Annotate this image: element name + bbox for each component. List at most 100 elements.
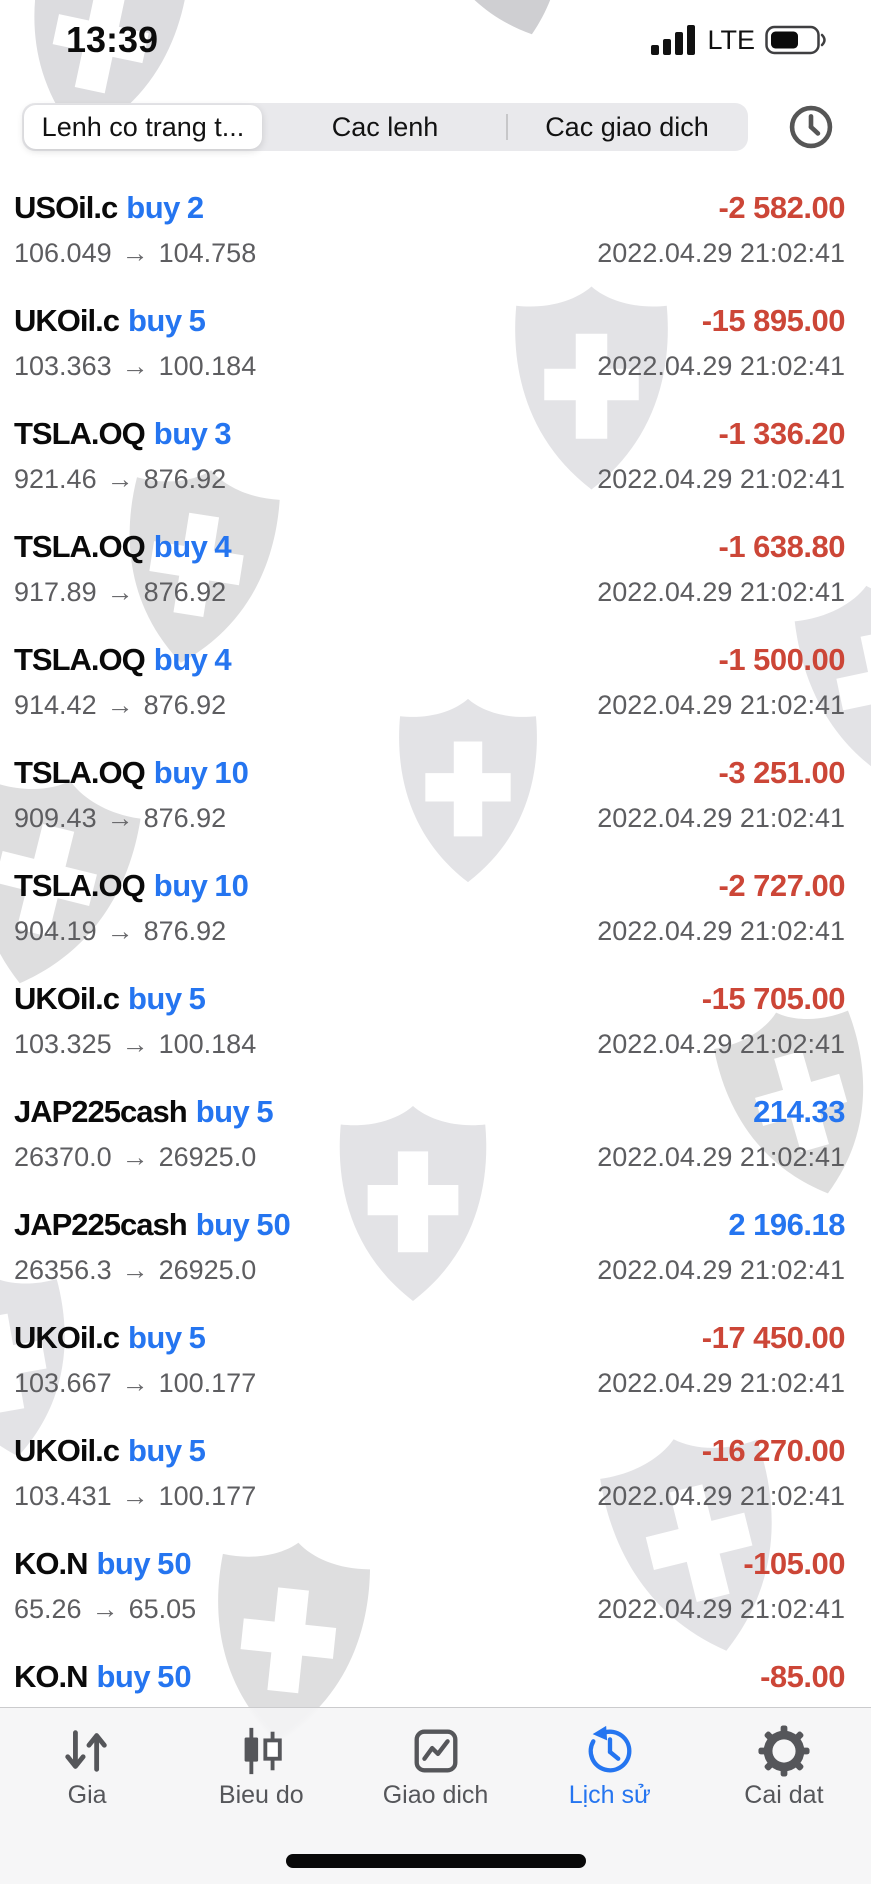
open-price: 26370.0 (14, 1142, 112, 1172)
nav-item-gia[interactable]: Gia (0, 1724, 174, 1884)
close-price: 876.92 (143, 690, 227, 720)
trade-profit-loss: 2 196.18 (728, 1207, 845, 1242)
tab-segment-cac-lenh[interactable]: Cac lenh (264, 103, 506, 151)
trade-timestamp: 2022.04.29 21:02:41 (597, 1368, 845, 1398)
trade-profit-loss: -17 450.00 (701, 1320, 846, 1355)
trade-side: buy (96, 1659, 151, 1694)
open-price: 65.26 (14, 1594, 82, 1624)
nav-item-bieu-do[interactable]: Bieu do (174, 1724, 348, 1884)
trade-row[interactable]: USOil.c buy 2 -2 582.00 106.049 → 104.75… (0, 170, 871, 283)
tab-segment-cac-giao-dich[interactable]: Cac giao dich (506, 103, 748, 151)
arrow-right-icon: → (121, 1142, 149, 1172)
signal-bars-icon (651, 25, 696, 55)
trade-profit-loss: -85.00 (760, 1659, 845, 1694)
trade-volume: 5 (188, 1320, 206, 1355)
open-price: 106.049 (14, 238, 112, 268)
arrow-right-icon: → (121, 351, 149, 381)
trade-volume: 50 (157, 1659, 192, 1694)
trade-row[interactable]: TSLA.OQ buy 10 -2 727.00 904.19 → 876.92… (0, 848, 871, 961)
trade-side: buy (127, 1433, 182, 1468)
trade-timestamp: 2022.04.29 21:02:41 (597, 1142, 845, 1172)
trade-row[interactable]: JAP225cash buy 5 214.33 26370.0 → 26925.… (0, 1074, 871, 1187)
open-price: 103.363 (14, 351, 112, 381)
tab-segment-label: Cac lenh (331, 111, 439, 142)
battery-icon (765, 25, 826, 55)
trade-volume: 5 (188, 303, 206, 338)
close-price: 100.184 (158, 351, 257, 381)
open-price: 103.325 (14, 1029, 112, 1059)
trade-price-range: 106.049 → 104.758 (14, 238, 256, 268)
trade-profit-loss: -2 582.00 (718, 190, 846, 225)
trade-side: buy (127, 303, 182, 338)
arrow-right-icon: → (106, 803, 134, 833)
nav-item-label: Bieu do (218, 1781, 304, 1809)
close-price: 26925.0 (158, 1255, 257, 1285)
arrow-right-icon: → (106, 577, 134, 607)
trade-volume: 5 (188, 1433, 206, 1468)
status-bar: 13:39 LTE (0, 0, 871, 64)
trade-profit-loss: -16 270.00 (701, 1433, 846, 1468)
trade-row[interactable]: UKOil.c buy 5 -15 895.00 103.363 → 100.1… (0, 283, 871, 396)
nav-item-icon (60, 1724, 114, 1778)
trade-price-range: 103.667 → 100.177 (14, 1368, 256, 1398)
close-price: 26925.0 (158, 1142, 257, 1172)
trade-row[interactable]: TSLA.OQ buy 4 -1 638.80 917.89 → 876.92 … (0, 509, 871, 622)
trade-row[interactable]: JAP225cash buy 50 2 196.18 26356.3 → 269… (0, 1187, 871, 1300)
trade-row[interactable]: KO.N buy 50 -85.00 → (0, 1639, 871, 1752)
trade-row[interactable]: TSLA.OQ buy 4 -1 500.00 914.42 → 876.92 … (0, 622, 871, 735)
nav-item-label: Lịch sử (568, 1781, 651, 1809)
trade-volume: 10 (214, 868, 249, 903)
arrow-right-icon: → (121, 1255, 149, 1285)
trade-side: buy (153, 529, 208, 564)
trade-side: buy (153, 642, 208, 677)
arrow-right-icon: → (121, 238, 149, 268)
open-price: 921.46 (14, 464, 97, 494)
nav-item-icon (757, 1724, 811, 1778)
trade-side: buy (195, 1094, 250, 1129)
clock-icon (787, 103, 835, 151)
trade-profit-loss: -15 705.00 (701, 981, 846, 1016)
trade-row[interactable]: UKOil.c buy 5 -16 270.00 103.431 → 100.1… (0, 1413, 871, 1526)
trade-symbol: UKOil.c (14, 1320, 120, 1355)
trade-row[interactable]: TSLA.OQ buy 10 -3 251.00 909.43 → 876.92… (0, 735, 871, 848)
close-price: 100.177 (158, 1368, 257, 1398)
trade-volume: 4 (214, 529, 232, 564)
status-time: 13:39 (66, 19, 159, 60)
trade-symbol: TSLA.OQ (14, 642, 146, 677)
close-price: 876.92 (143, 464, 227, 494)
nav-item-lich-su[interactable]: Lịch sử (523, 1724, 697, 1884)
trade-row[interactable]: TSLA.OQ buy 3 -1 336.20 921.46 → 876.92 … (0, 396, 871, 509)
close-price: 876.92 (143, 577, 227, 607)
open-price: 909.43 (14, 803, 97, 833)
home-indicator[interactable] (285, 1854, 586, 1868)
trade-symbol: UKOil.c (14, 1433, 120, 1468)
nav-item-icon (234, 1724, 288, 1778)
trade-timestamp: 2022.04.29 21:02:41 (597, 238, 845, 268)
trade-side: buy (153, 416, 208, 451)
trade-price-range: 26356.3 → 26925.0 (14, 1255, 256, 1285)
trade-symbol: TSLA.OQ (14, 529, 146, 564)
open-price: 914.42 (14, 690, 97, 720)
open-price: 904.19 (14, 916, 97, 946)
trade-row[interactable]: UKOil.c buy 5 -17 450.00 103.667 → 100.1… (0, 1300, 871, 1413)
trade-row[interactable]: KO.N buy 50 -105.00 65.26 → 65.05 2022.0… (0, 1526, 871, 1639)
trade-profit-loss: -1 638.80 (718, 529, 846, 564)
open-price: 26356.3 (14, 1255, 112, 1285)
nav-item-giao-dich[interactable]: Giao dich (348, 1724, 522, 1884)
open-price: 103.667 (14, 1368, 112, 1398)
trade-volume: 50 (256, 1207, 291, 1242)
trade-volume: 2 (186, 190, 205, 225)
trade-volume: 5 (188, 981, 206, 1016)
trade-profit-loss: 214.33 (753, 1094, 845, 1129)
trade-row[interactable]: UKOil.c buy 5 -15 705.00 103.325 → 100.1… (0, 961, 871, 1074)
tab-segment-lenh-co-trang-thai[interactable]: Lenh co trang t... (24, 105, 262, 149)
nav-item-label: Giao dich (382, 1781, 489, 1809)
tab-segment-label: Cac giao dich (545, 111, 709, 142)
arrow-right-icon: → (106, 464, 134, 494)
trade-timestamp: 2022.04.29 21:02:41 (597, 1594, 845, 1624)
trade-side: buy (127, 981, 182, 1016)
trade-symbol: JAP225cash (14, 1094, 188, 1129)
close-price: 876.92 (143, 803, 227, 833)
history-filter-button[interactable] (787, 103, 835, 151)
nav-item-cai-dat[interactable]: Cai dat (697, 1724, 871, 1884)
